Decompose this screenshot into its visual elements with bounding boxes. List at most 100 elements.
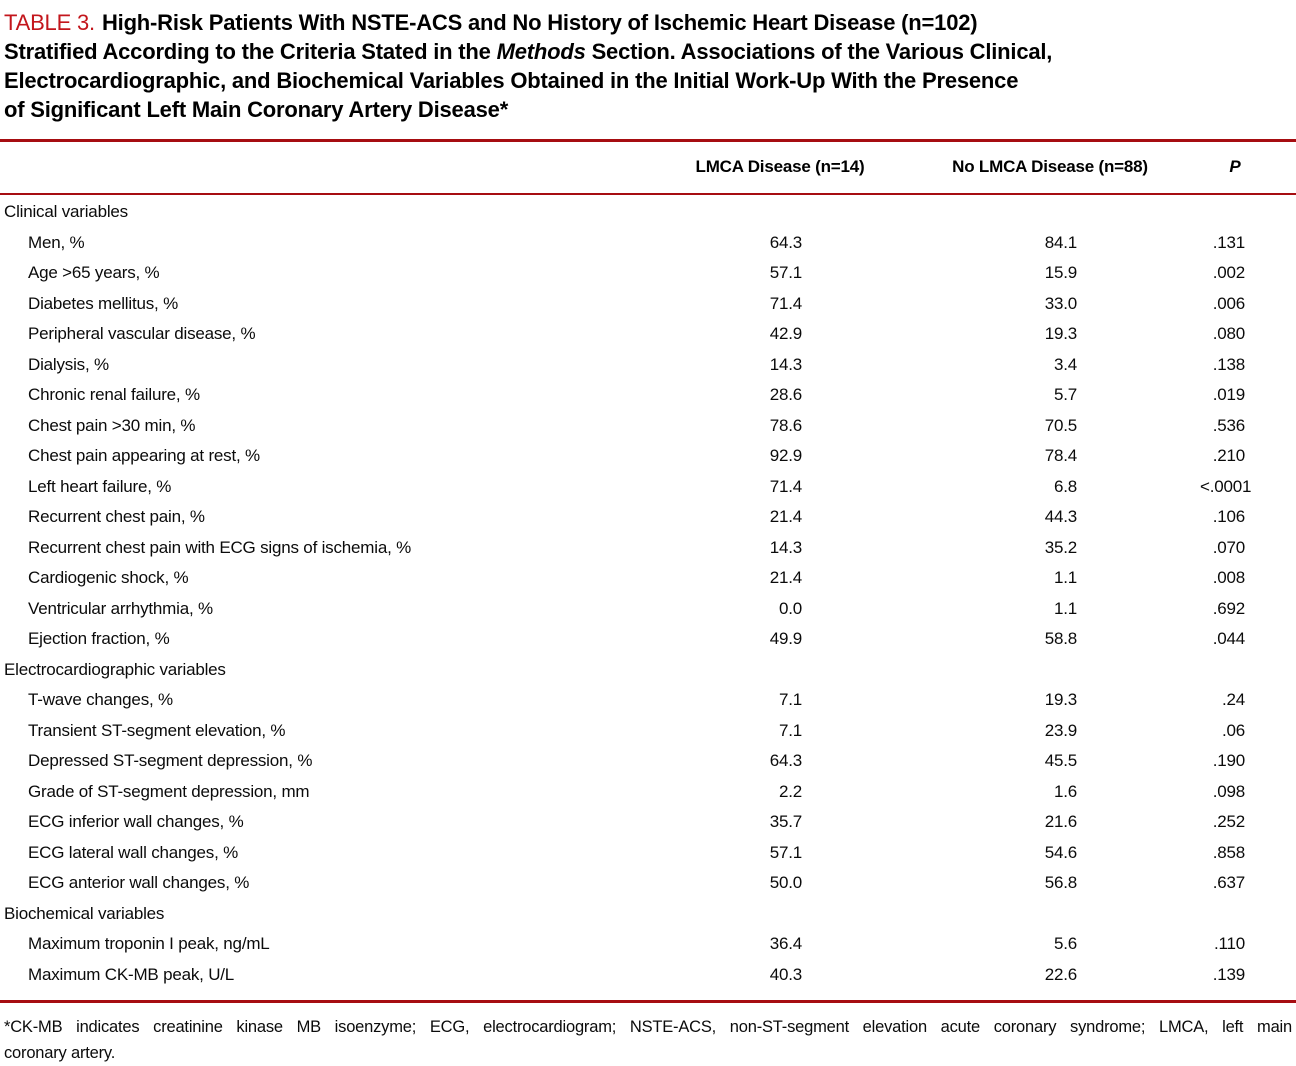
value-no-lmca: 21.6: [1044, 812, 1077, 831]
column-header-no-lmca: No LMCA Disease (n=88): [900, 142, 1200, 195]
column-header-empty: [0, 142, 660, 195]
row-label: Grade of ST-segment depression, mm: [28, 781, 310, 801]
value-no-lmca: 58.8: [1044, 629, 1077, 648]
row-label: Left heart failure, %: [28, 476, 172, 496]
p-value: .002: [1212, 263, 1245, 282]
title-line-2-pre: Stratified According to the Criteria Sta…: [4, 39, 497, 64]
p-value: .139: [1212, 964, 1245, 984]
row-label: Depressed ST-segment depression, %: [28, 751, 313, 770]
value-lmca: 40.3: [769, 964, 802, 984]
value-lmca: 71.4: [769, 476, 802, 496]
table-header-row: LMCA Disease (n=14) No LMCA Disease (n=8…: [0, 142, 1296, 195]
p-value: .106: [1212, 507, 1245, 526]
table-title: TABLE 3. High-Risk Patients With NSTE-ACS…: [0, 8, 1296, 124]
value-no-lmca: 5.7: [1053, 385, 1077, 404]
value-lmca: 64.3: [769, 232, 802, 252]
table-row: Maximum troponin I peak, ng/mL 36.4 5.6 .11…: [0, 929, 1296, 960]
value-no-lmca: 1.6: [1053, 781, 1077, 801]
row-label: ECG anterior wall changes, %: [28, 873, 250, 892]
value-lmca: 57.1: [769, 842, 802, 862]
table-row: Chronic renal failure, % 28.6 5.7 .019: [0, 380, 1296, 411]
p-value: .06: [1221, 720, 1245, 740]
value-no-lmca: 3.4: [1053, 354, 1077, 374]
data-table: LMCA Disease (n=14) No LMCA Disease (n=8…: [0, 142, 1296, 990]
table-row: Grade of ST-segment depression, mm 2.2 1.6…: [0, 777, 1296, 808]
table-row: T-wave changes, % 7.1 19.3 .24: [0, 685, 1296, 716]
p-value: .692: [1212, 598, 1245, 618]
section-header-row: Clinical variables: [0, 194, 1296, 228]
row-label: Chest pain appearing at rest, %: [28, 446, 260, 465]
footnote-line-1: *CK-MB indicates creatinine kinase MB is…: [4, 1018, 1292, 1036]
row-label: Diabetes mellitus, %: [28, 293, 179, 313]
row-label: Peripheral vascular disease, %: [28, 324, 256, 343]
p-value: .008: [1212, 568, 1245, 587]
table-row: ECG inferior wall changes, % 35.7 21.6 .252: [0, 807, 1296, 838]
table-row: Chest pain appearing at rest, % 92.9 78.4.…: [0, 441, 1296, 472]
row-label: Men, %: [28, 232, 85, 252]
value-no-lmca: 1.1: [1053, 598, 1077, 618]
table-row: Peripheral vascular disease, % 42.9 19.3 .0…: [0, 319, 1296, 350]
row-label: Cardiogenic shock, %: [28, 568, 189, 587]
title-line-2: Stratified According to the Criteria Sta…: [4, 37, 1296, 66]
p-value: .138: [1212, 354, 1245, 374]
table-row: Dialysis, % 14.3 3.4 .138: [0, 350, 1296, 381]
value-lmca: 57.1: [769, 263, 802, 282]
table-row: Men, % 64.3 84.1 .131: [0, 228, 1296, 259]
value-no-lmca: 70.5: [1044, 415, 1077, 435]
section-label: Biochemical variables: [4, 903, 165, 923]
value-lmca: 71.4: [769, 293, 802, 313]
value-lmca: 92.9: [769, 446, 802, 465]
row-label: Ventricular arrhythmia, %: [28, 598, 213, 618]
value-lmca: 21.4: [769, 507, 802, 526]
value-lmca: 28.6: [769, 385, 802, 404]
p-value: .070: [1212, 537, 1245, 557]
value-no-lmca: 44.3: [1044, 507, 1077, 526]
title-line-1-text: High-Risk Patients With NSTE-ACS and No …: [101, 10, 978, 35]
value-no-lmca: 78.4: [1044, 446, 1077, 465]
section-header-row: Electrocardiographic variables: [0, 655, 1296, 686]
table-row: ECG anterior wall changes, % 50.0 56.8 .637: [0, 868, 1296, 899]
section-header-row: Biochemical variables: [0, 899, 1296, 930]
table-row: Age >65 years, % 57.1 15.9 .002: [0, 258, 1296, 289]
footnote: *CK-MB indicates creatinine kinase MB is…: [0, 1014, 1296, 1066]
table-row: Recurrent chest pain with ECG signs of i…: [0, 533, 1296, 564]
value-lmca: 0.0: [778, 598, 802, 618]
row-label: Chronic renal failure, %: [28, 385, 200, 404]
p-value: .536: [1212, 415, 1245, 435]
p-value: .006: [1212, 293, 1245, 313]
table-row: Transient ST-segment elevation, % 7.1 23.9…: [0, 716, 1296, 747]
p-value: .110: [1213, 934, 1245, 953]
value-lmca: 7.1: [778, 720, 802, 740]
table-row: Cardiogenic shock, % 21.4 1.1 .008: [0, 563, 1296, 594]
p-value: .098: [1212, 781, 1245, 801]
row-label: T-wave changes, %: [28, 690, 173, 709]
table-row: Ejection fraction, % 49.9 58.8 .044: [0, 624, 1296, 655]
value-no-lmca: 15.9: [1044, 263, 1077, 282]
title-line-4: of Significant Left Main Coronary Artery…: [4, 97, 509, 122]
p-value: .190: [1212, 751, 1245, 770]
title-line-2-italic: Methods: [496, 39, 586, 64]
section-label: Clinical variables: [4, 202, 128, 221]
value-lmca: 78.6: [769, 415, 802, 435]
table-row: Left heart failure, % 71.4 6.8 <.0001: [0, 472, 1296, 503]
value-no-lmca: 22.6: [1044, 964, 1077, 984]
row-label: Maximum CK-MB peak, U/L: [28, 964, 235, 984]
value-lmca: 35.7: [769, 812, 802, 831]
value-no-lmca: 84.1: [1044, 232, 1077, 252]
data-table-block: LMCA Disease (n=14) No LMCA Disease (n=8…: [0, 139, 1296, 1003]
value-lmca: 49.9: [769, 629, 802, 648]
value-lmca: 50.0: [769, 873, 802, 892]
row-label: Age >65 years, %: [28, 263, 160, 282]
row-label: ECG lateral wall changes, %: [28, 842, 239, 862]
value-no-lmca: 33.0: [1044, 293, 1077, 313]
value-no-lmca: 6.8: [1053, 476, 1077, 496]
table-header: LMCA Disease (n=14) No LMCA Disease (n=8…: [0, 142, 1296, 195]
p-value: .637: [1212, 873, 1245, 892]
value-no-lmca: 45.5: [1044, 751, 1077, 770]
value-lmca: 14.3: [769, 537, 802, 557]
p-value: .24: [1221, 690, 1245, 709]
value-lmca: 42.9: [769, 324, 802, 343]
value-no-lmca: 56.8: [1044, 873, 1077, 892]
row-label: ECG inferior wall changes, %: [28, 812, 244, 831]
